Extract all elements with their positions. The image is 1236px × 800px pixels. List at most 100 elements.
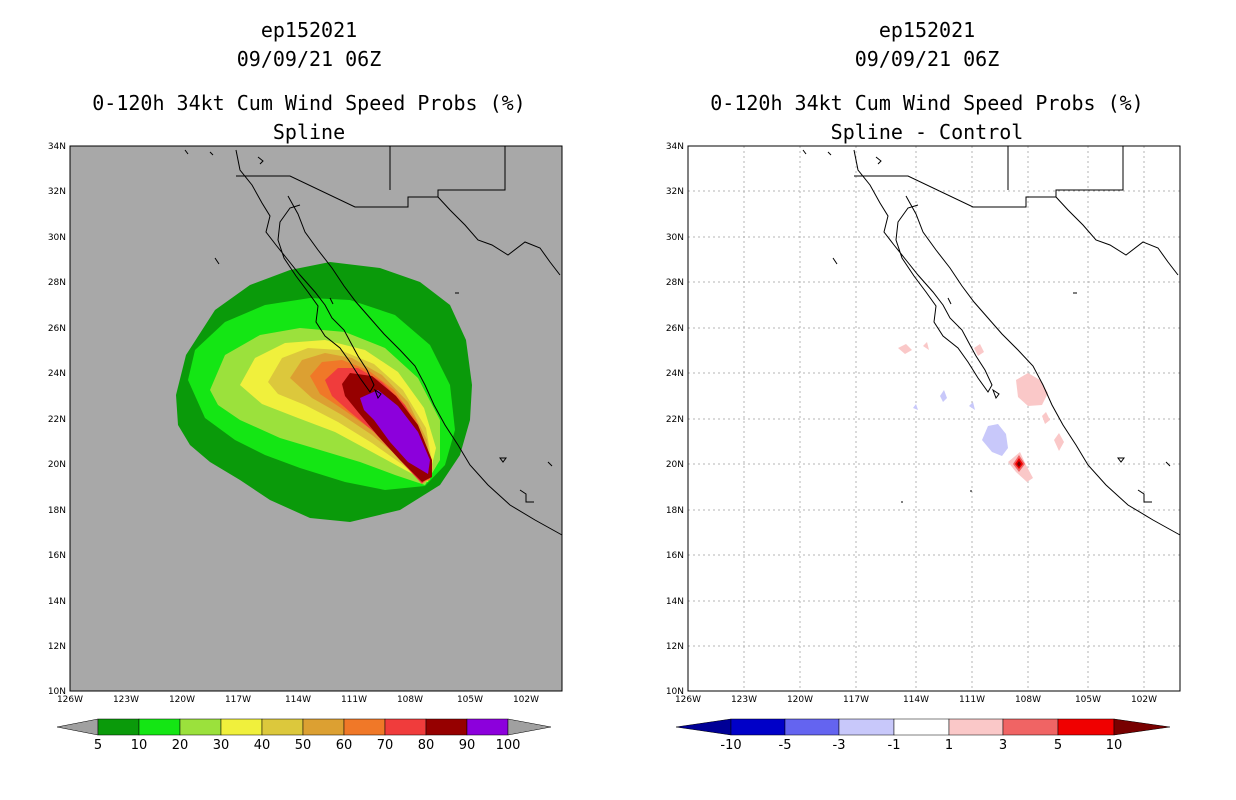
coastlines xyxy=(235,146,563,536)
lon-label: 105W xyxy=(1075,695,1101,705)
diff-positive-patch xyxy=(974,344,984,356)
lat-label: 18N xyxy=(666,506,684,516)
lon-label: 108W xyxy=(397,695,423,705)
colorbar-box xyxy=(1002,718,1059,736)
islands xyxy=(184,149,553,503)
lat-label: 30N xyxy=(48,233,66,243)
lat-label: 30N xyxy=(666,233,684,243)
panel-subtitle: Spline xyxy=(272,120,346,144)
colorbar-box xyxy=(138,718,181,736)
colorbar-box xyxy=(343,718,386,736)
colorbar-label: 1 xyxy=(945,738,953,753)
lat-label: 18N xyxy=(48,506,66,516)
product-title: 0-120h 34kt Cum Wind Speed Probs (%) xyxy=(710,91,1144,115)
panel-subtitle: Spline - Control xyxy=(830,120,1024,144)
colorbar-label: -10 xyxy=(720,738,741,753)
storm-id: ep152021 xyxy=(260,18,358,42)
lon-label: 111W xyxy=(959,695,985,705)
diff-negative-patch xyxy=(982,424,1008,456)
lon-label: 108W xyxy=(1015,695,1041,705)
colorbar-box xyxy=(179,718,222,736)
lon-label: 111W xyxy=(341,695,367,705)
colorbar: 5 10 20 30 40 50 60 70 80 90 100 xyxy=(56,718,552,753)
lat-label: 20N xyxy=(666,460,684,470)
map-frame xyxy=(687,145,1181,692)
colorbar-box xyxy=(1057,718,1115,736)
probability-contours xyxy=(176,262,472,522)
colorbar-box xyxy=(261,718,304,736)
us-mexico-border xyxy=(854,146,1124,208)
lat-label: 10N xyxy=(666,687,684,697)
diff-negative-patch xyxy=(940,390,947,402)
difference-contours xyxy=(898,342,1064,482)
colorbar-label: 70 xyxy=(377,738,394,753)
colorbar-label: 10 xyxy=(131,738,148,753)
lon-label: 120W xyxy=(169,695,195,705)
diff-positive-patch xyxy=(898,344,912,354)
baja-peninsula-outline xyxy=(853,149,993,393)
lat-ticks: 34N 32N 30N 28N 26N 24N 22N 20N 18N 16N … xyxy=(666,142,684,697)
lat-label: 12N xyxy=(666,642,684,652)
init-datetime: 09/09/21 06Z xyxy=(236,47,382,71)
colorbar-label: 20 xyxy=(172,738,189,753)
lon-label: 117W xyxy=(843,695,869,705)
lat-label: 34N xyxy=(666,142,684,152)
us-mexico-border xyxy=(236,146,506,208)
probability-map: 34N 32N 30N 28N 26N 24N 22N 20N 18N 16N … xyxy=(48,142,563,753)
colorbar-label: 5 xyxy=(1054,738,1062,753)
colorbar-label: -1 xyxy=(888,738,901,753)
lon-label: 114W xyxy=(285,695,311,705)
mainland-coast-north xyxy=(437,196,561,276)
diff-negative-patch xyxy=(913,404,918,410)
lon-label: 123W xyxy=(731,695,757,705)
gulf-of-california-coast xyxy=(287,195,563,536)
colorbar-low-arrow xyxy=(56,718,99,736)
colorbar-high-arrow xyxy=(1113,718,1171,736)
colorbar: -10 -5 -3 -1 1 3 5 10 xyxy=(675,718,1171,753)
lon-label: 123W xyxy=(113,695,139,705)
difference-map: 34N 32N 30N 28N 26N 24N 22N 20N 18N 16N … xyxy=(666,142,1181,753)
lon-label: 102W xyxy=(513,695,539,705)
colorbar-label: 50 xyxy=(295,738,312,753)
colorbar-box xyxy=(784,718,840,736)
islands xyxy=(802,149,1171,503)
colorbar-box xyxy=(466,718,509,736)
gulf-of-california-coast xyxy=(905,195,1181,536)
coastlines xyxy=(853,146,1181,536)
colorbar-label: 60 xyxy=(336,738,353,753)
lon-label: 117W xyxy=(225,695,251,705)
colorbar-high-arrow xyxy=(507,718,552,736)
panel-spline: ep152021 09/09/21 06Z 0-120h 34kt Cum Wi… xyxy=(48,18,563,753)
colorbar-label: -3 xyxy=(833,738,846,753)
diff-positive-patch xyxy=(1054,433,1064,451)
grid-lines xyxy=(688,146,1180,691)
colorbar-label: 80 xyxy=(418,738,435,753)
diff-positive-patch xyxy=(1042,412,1050,424)
init-datetime: 09/09/21 06Z xyxy=(854,47,1000,71)
colorbar-label: 3 xyxy=(999,738,1007,753)
colorbar-low-arrow xyxy=(675,718,732,736)
lon-label: 102W xyxy=(1131,695,1157,705)
lat-label: 26N xyxy=(48,324,66,334)
lat-label: 32N xyxy=(48,187,66,197)
lat-label: 24N xyxy=(48,369,66,379)
lat-label: 28N xyxy=(666,278,684,288)
colorbar-box xyxy=(425,718,468,736)
lat-label: 16N xyxy=(48,551,66,561)
lat-label: 12N xyxy=(48,642,66,652)
colorbar-box xyxy=(384,718,427,736)
lon-label: 114W xyxy=(903,695,929,705)
lat-label: 22N xyxy=(48,415,66,425)
diff-positive-patch xyxy=(1016,373,1048,406)
lat-label: 22N xyxy=(666,415,684,425)
colorbar-box xyxy=(302,718,345,736)
lon-ticks: 126W 123W 120W 117W 114W 111W 108W 105W … xyxy=(675,695,1157,705)
map-frame xyxy=(69,145,563,692)
lat-label: 20N xyxy=(48,460,66,470)
mainland-coast-north xyxy=(1055,196,1179,276)
lat-label: 14N xyxy=(48,597,66,607)
colorbar-box xyxy=(730,718,786,736)
diff-positive-patch xyxy=(923,342,929,350)
lon-label: 105W xyxy=(457,695,483,705)
lon-label: 120W xyxy=(787,695,813,705)
